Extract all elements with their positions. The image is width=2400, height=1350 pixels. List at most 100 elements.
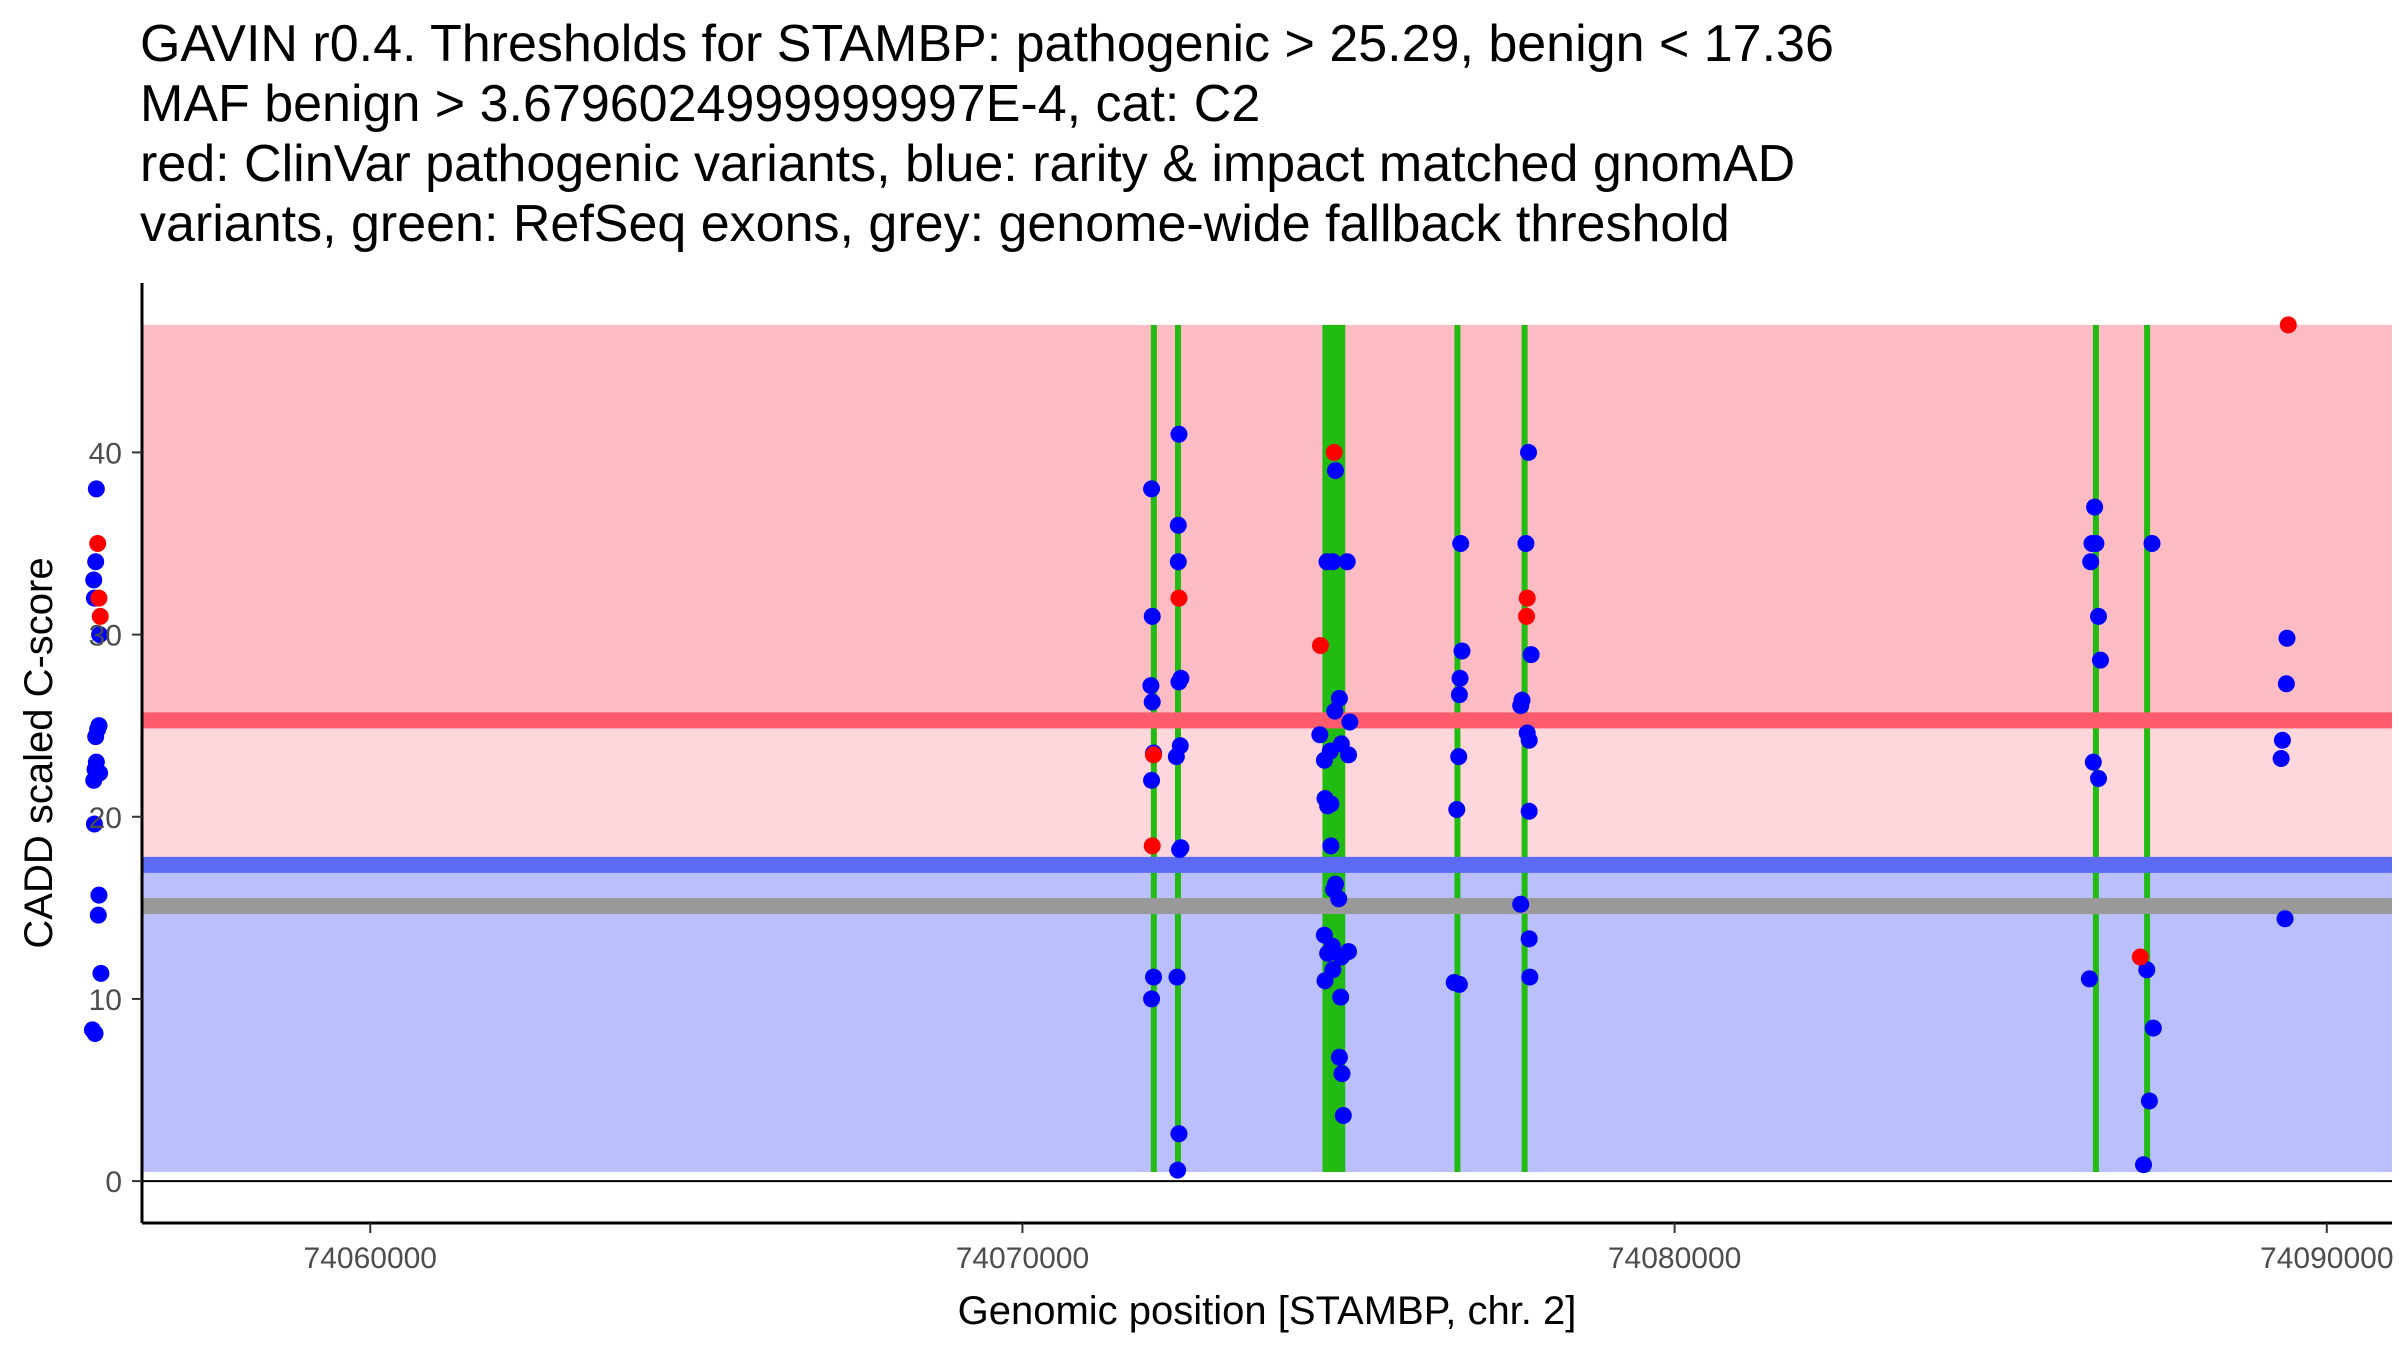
gnomad-point	[1448, 800, 1466, 818]
gnomad-point	[1520, 443, 1538, 461]
gnomad-point	[87, 728, 105, 746]
x-tick-label: 74060000	[304, 1242, 437, 1275]
gnomad-point	[1453, 642, 1471, 660]
gnomad-point	[90, 886, 108, 904]
gnomad-point	[1326, 462, 1344, 480]
gnomad-point	[1171, 841, 1189, 859]
gnomad-point	[2277, 675, 2295, 693]
gnomad-point	[1169, 1161, 1187, 1179]
y-tick-label: 20	[89, 802, 122, 835]
gnomad-point	[1322, 837, 1340, 855]
gnomad-point	[1450, 748, 1468, 766]
exon-bar	[2144, 324, 2151, 1172]
gnomad-point	[1520, 802, 1538, 820]
gnomad-point	[1338, 553, 1356, 571]
x-tick-label: 74090000	[2260, 1242, 2393, 1275]
threshold-zones	[142, 324, 2392, 1172]
gnomad-point	[2090, 770, 2108, 788]
chart-title: GAVIN r0.4. Thresholds for STAMBP: patho…	[140, 14, 2380, 254]
gnomad-point	[1167, 748, 1185, 766]
gnomad-point	[1520, 731, 1538, 749]
gnomad-point	[1517, 535, 1535, 553]
gnomad-point	[91, 626, 109, 644]
data-points	[83, 316, 2297, 1179]
gnomad-point	[1333, 1065, 1351, 1083]
gnomad-point	[2144, 1019, 2162, 1037]
pathogenic-zone	[142, 324, 2392, 721]
clinvar-point	[2279, 316, 2297, 334]
fallback-threshold-line	[142, 898, 2392, 915]
clinvar-point	[1311, 637, 1329, 655]
clinvar-point	[2131, 948, 2149, 966]
gnomad-point	[1450, 686, 1468, 704]
clinvar-point	[91, 607, 109, 625]
clinvar-point	[1518, 589, 1536, 607]
gnomad-point	[87, 553, 105, 571]
x-ticks: 74060000 74070000 74080000 74090000	[304, 1223, 2394, 1275]
gnomad-point	[2082, 553, 2100, 571]
gnomad-point	[1145, 968, 1163, 986]
clinvar-point	[1143, 837, 1161, 855]
y-tick-label: 30	[89, 620, 122, 653]
gnomad-point	[2278, 629, 2296, 647]
y-tick-label: 0	[105, 1166, 122, 1199]
gnomad-point	[2091, 651, 2109, 669]
gnomad-point	[2083, 535, 2101, 553]
gnomad-point	[2084, 753, 2102, 771]
gnomad-point	[1143, 607, 1161, 625]
gnomad-point	[1512, 697, 1530, 715]
y-ticks: 0 10 20 30 40	[89, 437, 142, 1199]
gnomad-point	[1452, 535, 1470, 553]
clinvar-point	[1325, 443, 1343, 461]
gnomad-point	[2090, 607, 2108, 625]
clinvar-point	[1145, 746, 1163, 764]
gnomad-point	[1330, 890, 1348, 908]
gnomad-point	[87, 480, 105, 498]
gnomad-point	[1315, 751, 1333, 769]
gnomad-point	[1319, 944, 1337, 962]
gnomad-point	[1340, 746, 1358, 764]
gnomad-point	[89, 906, 107, 924]
clinvar-point	[90, 589, 108, 607]
gnomad-point	[1334, 1107, 1352, 1125]
gnomad-point	[1170, 1125, 1188, 1143]
gnomad-point	[1451, 669, 1469, 687]
gnomad-point	[1512, 895, 1530, 913]
gnomad-point	[85, 815, 103, 833]
gnomad-point	[1143, 693, 1161, 711]
vus-zone	[142, 720, 2392, 865]
clinvar-point	[1170, 589, 1188, 607]
gnomad-point	[1142, 677, 1160, 695]
gnomad-point	[1326, 702, 1344, 720]
x-tick-label: 74080000	[1608, 1242, 1741, 1275]
title-line-2: MAF benign > 3.6796024999999997E-4, cat:…	[140, 75, 1261, 133]
y-axis-title: CADD scaled C-score	[17, 557, 61, 948]
gnomad-point	[1143, 480, 1161, 498]
gnomad-point	[1520, 930, 1538, 948]
gnomad-point	[2138, 961, 2156, 979]
title-line-1: GAVIN r0.4. Thresholds for STAMBP: patho…	[140, 15, 1834, 73]
x-tick-label: 74070000	[956, 1242, 1089, 1275]
gnomad-point	[1311, 726, 1329, 744]
benign-zone	[142, 864, 2392, 1172]
gnomad-point	[86, 1025, 104, 1043]
clinvar-point	[89, 535, 107, 553]
gnomad-point	[1521, 968, 1539, 986]
exon-bar	[1521, 324, 1528, 1172]
gnomad-point	[92, 964, 110, 982]
gnomad-point	[1168, 968, 1186, 986]
gnomad-point	[1169, 516, 1187, 534]
gnomad-point	[1324, 553, 1342, 571]
gnomad-point	[1143, 771, 1161, 789]
gnomad-point	[2276, 910, 2294, 928]
x-axis-title: Genomic position [STAMBP, chr. 2]	[958, 1289, 1577, 1333]
y-tick-label: 10	[89, 984, 122, 1017]
gnomad-point	[2080, 970, 2098, 988]
gnomad-point	[1341, 713, 1359, 731]
exon-bar	[2092, 324, 2099, 1172]
gnomad-point	[85, 571, 103, 589]
gnomad-point	[1522, 646, 1540, 664]
gnomad-point	[1143, 990, 1161, 1008]
gnomad-point	[1330, 1048, 1348, 1066]
